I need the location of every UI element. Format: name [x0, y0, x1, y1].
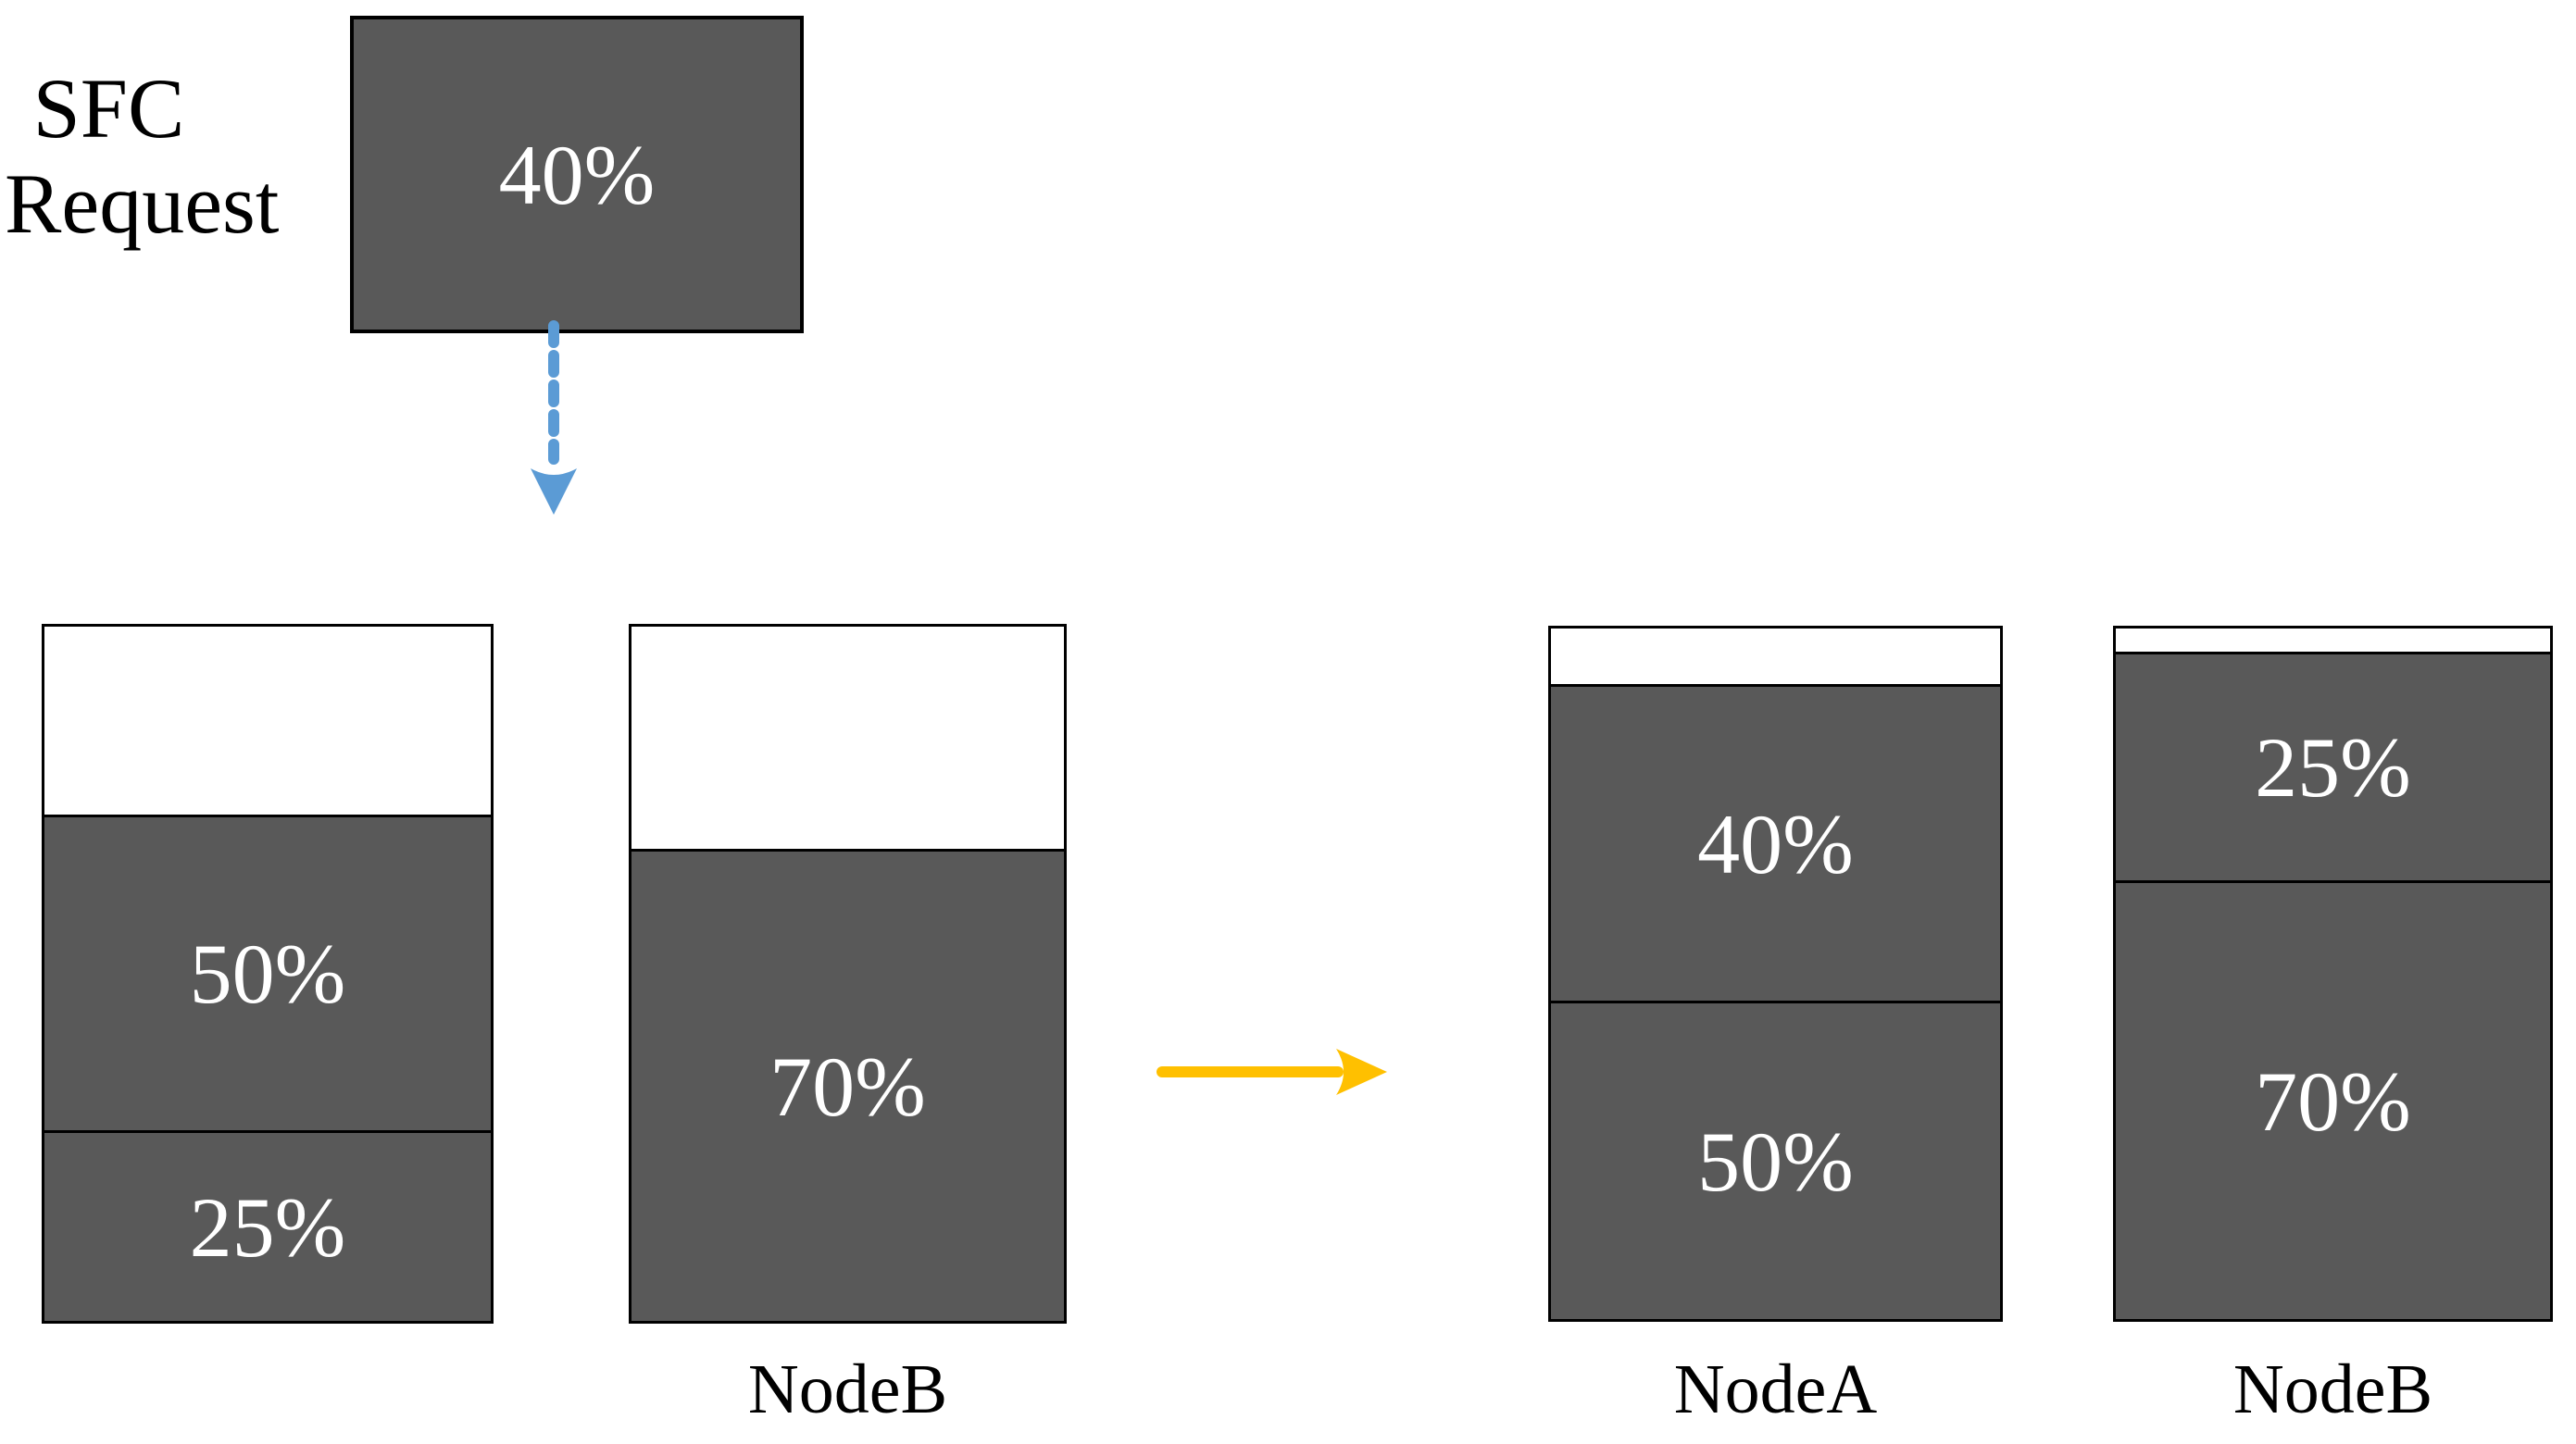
after-bar-nodea-segment-50: 50% [1551, 1001, 2000, 1319]
segment-value: 40% [1697, 796, 1854, 891]
segment-value: 50% [1697, 1114, 1854, 1209]
after-bar-nodea-free-segment [1551, 629, 2000, 684]
after-bar-nodea-label: NodeA [1673, 1350, 1878, 1428]
sfc-request-caption-line2: Request [5, 156, 280, 252]
after-bar-nodeb-label: NodeB [2232, 1350, 2433, 1428]
after-bar-nodea: 40% 50% [1548, 626, 2003, 1322]
sfc-request-box: 40% [350, 16, 804, 333]
after-bar-nodeb: 25% 70% [2113, 626, 2553, 1322]
before-bar-1: 50% 25% [42, 624, 494, 1324]
segment-value: 50% [189, 927, 346, 1021]
segment-value: 25% [2255, 720, 2411, 815]
before-bar-1-segment-50: 50% [44, 815, 491, 1130]
after-bar-nodea-segment-40: 40% [1551, 684, 2000, 1001]
after-bar-nodeb-free-segment [2116, 629, 2550, 652]
before-bar-nodeb-label: NodeB [747, 1350, 948, 1428]
sfc-request-value: 40% [498, 127, 656, 222]
after-bar-nodeb-segment-25: 25% [2116, 652, 2550, 880]
segment-value: 25% [189, 1179, 346, 1275]
before-bar-1-segment-25: 25% [44, 1130, 491, 1321]
sfc-request-caption-line1: SFC [32, 61, 185, 156]
segment-value: 70% [769, 1039, 926, 1134]
before-bar-1-free-segment [44, 627, 491, 815]
after-bar-nodeb-segment-70: 70% [2116, 880, 2550, 1319]
right-arrow-icon [1157, 1049, 1387, 1095]
sfc-request-caption: SFC Request [5, 61, 280, 252]
before-bar-nodeb-segment-70: 70% [631, 849, 1064, 1321]
segment-value: 70% [2255, 1053, 2411, 1149]
before-bar-nodeb: 70% [629, 624, 1067, 1324]
before-bar-nodeb-free-segment [631, 627, 1064, 849]
down-arrow-icon [531, 320, 577, 515]
